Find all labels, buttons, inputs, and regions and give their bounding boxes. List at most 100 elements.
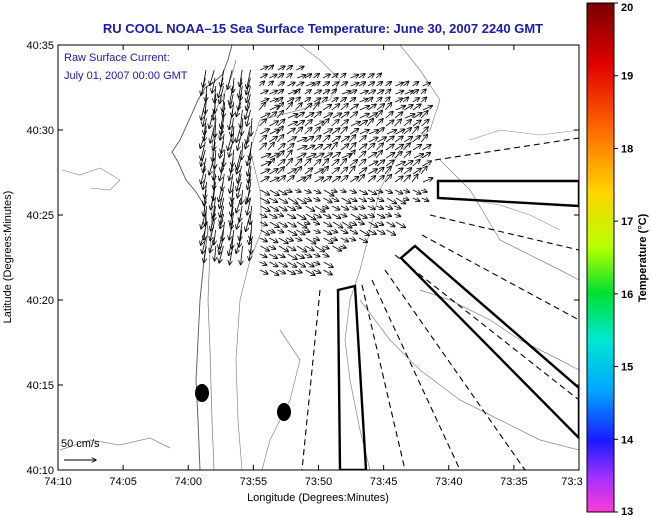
current-vector bbox=[376, 90, 384, 94]
current-vector bbox=[277, 90, 284, 95]
current-vector bbox=[287, 221, 296, 227]
current-vector bbox=[412, 144, 421, 151]
current-vector bbox=[294, 159, 302, 167]
current-vector bbox=[269, 99, 278, 102]
current-vector bbox=[385, 111, 393, 119]
current-vector bbox=[385, 160, 394, 167]
current-vector bbox=[332, 245, 342, 251]
current-vector bbox=[348, 166, 355, 175]
current-vector bbox=[259, 269, 268, 274]
x-axis: 74:10 74:05 74:00 73:55 73:50 73:45 73:40 73:35… bbox=[44, 45, 583, 488]
current-vector bbox=[240, 109, 242, 128]
current-vector bbox=[386, 197, 397, 204]
current-vector bbox=[267, 142, 274, 151]
current-vector bbox=[376, 128, 385, 135]
current-vector bbox=[276, 135, 284, 143]
current-vector bbox=[246, 125, 251, 144]
current-vector bbox=[386, 229, 396, 235]
current-vector bbox=[331, 128, 340, 135]
current-vector bbox=[331, 119, 339, 127]
current-vector bbox=[267, 65, 273, 71]
current-vector bbox=[313, 90, 321, 94]
current-vector bbox=[287, 197, 298, 204]
current-vector bbox=[348, 134, 355, 143]
current-vector bbox=[231, 189, 233, 206]
current-vector bbox=[286, 65, 292, 71]
current-vector bbox=[394, 151, 402, 159]
current-vector bbox=[269, 153, 279, 159]
current-vector bbox=[304, 254, 312, 257]
current-vector bbox=[412, 198, 420, 201]
current-vector bbox=[412, 82, 419, 87]
current-vector bbox=[394, 189, 403, 194]
current-vector bbox=[422, 178, 433, 183]
current-vector bbox=[236, 237, 242, 253]
current-vector bbox=[295, 127, 303, 135]
current-vector bbox=[238, 165, 242, 183]
current-vector bbox=[313, 214, 322, 218]
x-tick-label: 73:40 bbox=[435, 476, 463, 488]
current-vector bbox=[404, 161, 413, 167]
current-vector bbox=[403, 190, 409, 192]
current-vector bbox=[278, 197, 288, 203]
current-vector bbox=[215, 117, 216, 137]
current-vector bbox=[229, 221, 234, 240]
current-vector bbox=[367, 82, 375, 86]
current-vector bbox=[305, 237, 316, 244]
current-vector bbox=[269, 261, 278, 267]
current-vector bbox=[201, 101, 206, 120]
current-vector bbox=[201, 213, 206, 229]
current-vector bbox=[258, 81, 264, 87]
current-vector bbox=[402, 198, 409, 200]
current-vector bbox=[204, 125, 206, 141]
current-vector bbox=[394, 144, 403, 151]
current-vector bbox=[340, 144, 349, 151]
radial-lines bbox=[301, 137, 579, 470]
current-vector bbox=[294, 190, 301, 192]
current-vector bbox=[277, 176, 286, 183]
current-vector bbox=[219, 85, 224, 104]
current-vector bbox=[422, 106, 433, 111]
current-vector bbox=[231, 157, 234, 173]
current-vector bbox=[340, 206, 349, 210]
current-vector bbox=[287, 213, 295, 218]
current-vector bbox=[368, 189, 376, 194]
current-vector bbox=[395, 221, 406, 228]
current-vector bbox=[313, 254, 320, 257]
current-vector bbox=[358, 237, 367, 242]
current-vector bbox=[395, 197, 406, 204]
current-vector bbox=[219, 229, 224, 249]
annotation-line2: July 01, 2007 00:00 GMT bbox=[64, 70, 188, 82]
current-vector bbox=[376, 229, 385, 234]
current-vector bbox=[412, 90, 419, 95]
current-vector bbox=[220, 141, 224, 158]
current-vector bbox=[220, 205, 225, 224]
current-vector bbox=[212, 77, 216, 93]
current-vector bbox=[260, 197, 270, 203]
current-vector bbox=[220, 197, 224, 217]
current-vector bbox=[305, 154, 316, 159]
current-vector bbox=[219, 189, 224, 208]
current-vector bbox=[221, 157, 225, 172]
current-vector bbox=[296, 138, 307, 143]
current-vector bbox=[331, 176, 340, 183]
current-vector bbox=[236, 213, 242, 229]
colorbar-tick-label: 20 bbox=[621, 2, 633, 14]
current-vector bbox=[269, 205, 278, 211]
current-vector bbox=[304, 90, 311, 95]
current-vector bbox=[394, 214, 400, 216]
current-vector bbox=[350, 75, 359, 78]
current-vector bbox=[314, 153, 324, 159]
radial-line bbox=[394, 254, 579, 401]
current-vector bbox=[304, 168, 313, 175]
current-vector bbox=[313, 270, 321, 273]
depth-contour-2 bbox=[344, 45, 441, 470]
current-vector bbox=[385, 81, 391, 87]
current-vector bbox=[220, 125, 225, 140]
current-vector bbox=[269, 90, 277, 94]
current-vector bbox=[376, 82, 383, 87]
x-tick-label: 74:10 bbox=[44, 476, 72, 488]
current-vector bbox=[376, 143, 383, 151]
current-vector bbox=[322, 104, 331, 111]
current-vector bbox=[394, 119, 402, 127]
